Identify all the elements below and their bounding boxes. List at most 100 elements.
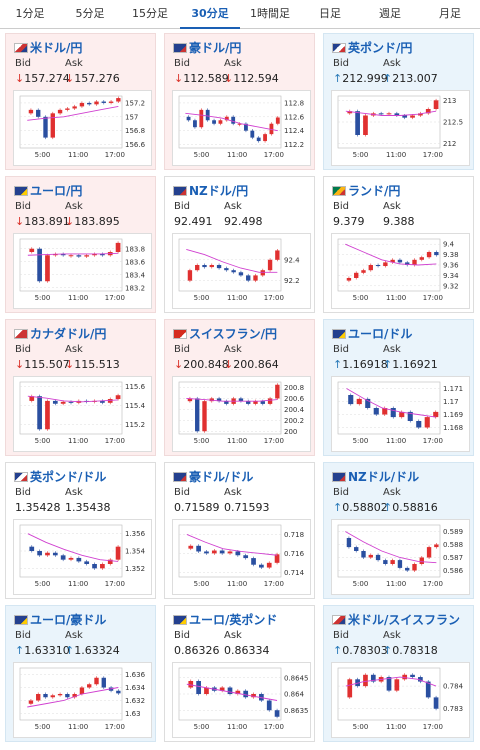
pair-card[interactable]: 英ポンド/ドル Bid Ask 1.35428 1.35438 1.356 1.354 1.3… <box>5 462 156 599</box>
ask-label: Ask <box>224 201 242 212</box>
tab[interactable]: 月足 <box>439 7 461 20</box>
moving-average <box>186 397 278 402</box>
trend-arrow: ↓ <box>224 72 234 85</box>
pair-name[interactable]: ユーロ/英ポンド <box>189 613 278 627</box>
y-tick-label: 115.6 <box>125 383 146 391</box>
pair-name[interactable]: 英ポンド/ドル <box>30 470 107 484</box>
x-tick-label: 11:00 <box>227 723 247 731</box>
ask-label: Ask <box>383 630 401 641</box>
pair-name[interactable]: ユーロ/ドル <box>348 327 413 341</box>
bid-price: 112.589 <box>183 72 229 85</box>
pair-name[interactable]: NZドル/ドル <box>348 470 420 484</box>
candle <box>186 116 191 121</box>
pair-name[interactable]: 英ポンド/円 <box>348 41 413 55</box>
y-tick-label: 200.8 <box>284 384 304 392</box>
bid-label: Bid <box>15 58 31 69</box>
candle <box>196 545 201 552</box>
flag-icon <box>332 43 346 53</box>
trend-arrow: ↑ <box>333 358 343 371</box>
ask-price: 1.35438 <box>65 501 111 514</box>
ask-value: ↓200.864 <box>224 358 279 371</box>
candle <box>224 401 229 404</box>
bid-price: 200.848 <box>183 358 229 371</box>
candle <box>267 398 273 404</box>
candle <box>363 115 368 135</box>
tab[interactable]: 30分足 <box>180 0 240 29</box>
candle <box>72 106 77 109</box>
x-tick-label: 5:00 <box>35 437 51 445</box>
pair-card[interactable]: ランド/円 Bid Ask 9.379 9.388 9.4 9.38 9.36 9.34 9.32… <box>323 176 474 313</box>
ask-price: 1.16921 <box>392 358 438 371</box>
tab[interactable]: 週足 <box>379 7 401 20</box>
tab[interactable]: 5分足 <box>75 7 105 20</box>
tab[interactable]: 日足 <box>319 7 341 20</box>
trend-arrow: ↑ <box>15 644 25 657</box>
y-tick-label: 115.2 <box>125 421 145 429</box>
candle <box>231 270 236 273</box>
pair-name[interactable]: カナダドル/円 <box>30 327 107 341</box>
pair-name[interactable]: ユーロ/豪ドル <box>30 613 107 627</box>
chart-svg: 200.8 200.6 200.4 200.2 200 5:00 11:00 17:00 <box>178 381 305 445</box>
candle <box>399 411 405 418</box>
y-tick-label: 92.4 <box>284 256 300 264</box>
candle <box>92 564 97 569</box>
pair-card[interactable]: ユーロ/豪ドル Bid Ask ↑1.63310 ↑1.63324 1.636 1.634 1… <box>5 605 156 742</box>
candle <box>347 679 353 698</box>
tab[interactable]: 1時間足 <box>250 7 290 20</box>
pair-name[interactable]: ランド/円 <box>348 184 401 198</box>
bid-price: 0.58802 <box>342 501 388 514</box>
pair-card[interactable]: ユーロ/英ポンド Bid Ask 0.86326 0.86334 0.8645 0.864 0… <box>164 605 315 742</box>
pair-card[interactable]: 英ポンド/円 Bid Ask ↑212.999 ↑213.007 213 212.5 212 5… <box>323 33 474 170</box>
bid-value: 0.71589 <box>174 501 220 514</box>
pair-card[interactable]: スイスフラン/円 Bid Ask ↓200.848 ↓200.864 200.8 200.6… <box>164 319 315 456</box>
pair-name[interactable]: 豪ドル/ドル <box>189 470 254 484</box>
pair-card[interactable]: NZドル/ドル Bid Ask ↑0.58802 ↑0.58816 0.589 0.588 0… <box>323 462 474 599</box>
pair-card[interactable]: ユーロ/円 Bid Ask ↓183.891 ↓183.895 183.8 183.6 183… <box>5 176 156 313</box>
y-tick-label: 212 <box>443 140 456 148</box>
candle <box>100 564 105 569</box>
x-tick-label: 11:00 <box>227 437 247 445</box>
candle <box>243 555 249 559</box>
candle <box>405 567 410 571</box>
candle <box>52 552 58 556</box>
pair-card[interactable]: NZドル/円 Bid Ask 92.491 92.498 92.4 92.2 5:00 11:0… <box>164 176 315 313</box>
candle <box>216 398 222 402</box>
candle <box>433 411 439 418</box>
pair-card[interactable]: 豪ドル/ドル Bid Ask 0.71589 0.71593 0.718 0.716 0.71… <box>164 462 315 599</box>
candle <box>434 252 439 256</box>
y-tick-label: 156.8 <box>125 127 145 135</box>
pair-name[interactable]: ユーロ/円 <box>30 184 83 198</box>
pair-card[interactable]: 米ドル/スイスフラン Bid Ask ↑0.78303 ↑0.78318 0.784 0.7… <box>323 605 474 742</box>
pair-name[interactable]: 米ドル/円 <box>30 41 83 55</box>
candle <box>250 130 255 138</box>
mini-chart: 1.171 1.17 1.169 1.168 5:00 11:00 17:00 <box>331 376 470 452</box>
chart-svg: 1.636 1.634 1.632 1.63 5:00 11:00 17:00 <box>19 667 146 731</box>
pair-name[interactable]: スイスフラン/円 <box>189 327 278 341</box>
candle <box>238 398 244 402</box>
ask-value: 0.86334 <box>224 644 270 657</box>
flag-icon <box>173 329 187 339</box>
tab[interactable]: 15分足 <box>132 7 168 20</box>
pair-card[interactable]: 米ドル/円 Bid Ask ↓157.274 ↓157.276 157.2 157 156.8… <box>5 33 156 170</box>
ask-value: ↓115.513 <box>65 358 120 371</box>
tab[interactable]: 1分足 <box>15 7 45 20</box>
trend-arrow: ↓ <box>15 358 25 371</box>
pair-name[interactable]: 米ドル/スイスフラン <box>348 613 461 627</box>
pair-card[interactable]: ユーロ/ドル Bid Ask ↑1.16918 ↑1.16921 1.171 1.17 1.1… <box>323 319 474 456</box>
candle <box>434 544 439 548</box>
x-tick-label: 11:00 <box>386 723 406 731</box>
moving-average <box>346 388 436 418</box>
ask-label: Ask <box>224 344 242 355</box>
pair-card[interactable]: カナダドル/円 Bid Ask ↓115.507 ↓115.513 115.6 115.4 1… <box>5 319 156 456</box>
pair-name[interactable]: NZドル/円 <box>189 184 249 198</box>
plot-frame <box>337 667 441 721</box>
x-tick-label: 17:00 <box>105 437 125 445</box>
candle <box>397 259 403 263</box>
pair-name[interactable]: 豪ドル/円 <box>189 41 242 55</box>
y-tick-label: 112.2 <box>284 141 304 149</box>
trend-arrow: ↑ <box>383 501 393 514</box>
bid-price: 1.35428 <box>15 501 61 514</box>
x-tick-label: 17:00 <box>423 437 443 445</box>
pair-card[interactable]: 豪ドル/円 Bid Ask ↓112.589 ↓112.594 112.8 112.6 112… <box>164 33 315 170</box>
chart-svg: 92.4 92.2 5:00 11:00 17:00 <box>178 238 300 302</box>
